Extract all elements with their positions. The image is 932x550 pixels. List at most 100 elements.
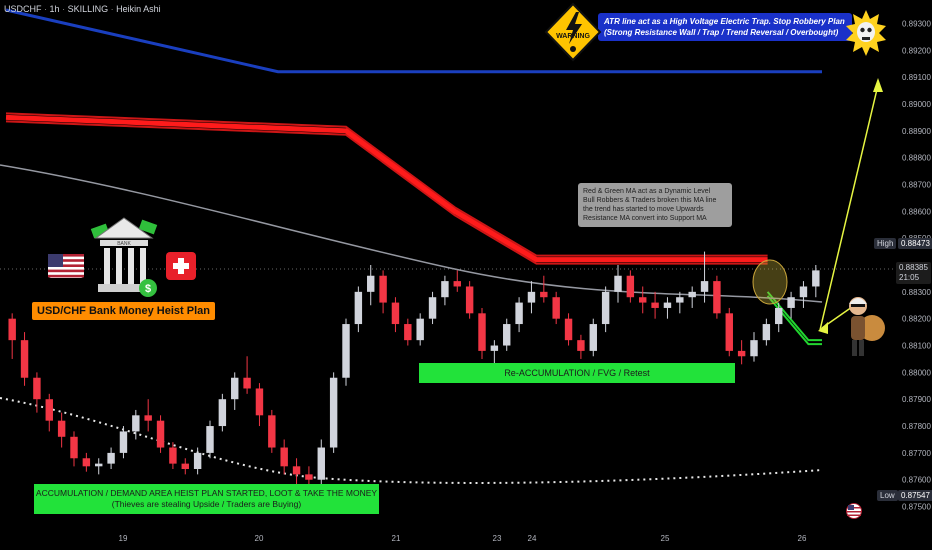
candle-body <box>193 452 202 469</box>
high-tag: High <box>874 238 897 249</box>
candle-body <box>775 307 783 325</box>
candle-body <box>20 340 29 378</box>
accumulation-box: ACCUMULATION / DEMAND AREA HEIST PLAN ST… <box>34 484 379 514</box>
swiss-flag-icon <box>166 252 196 280</box>
price-tick-label: 0.89300 <box>902 19 931 28</box>
candle-body <box>428 297 437 319</box>
candle-body <box>490 345 499 351</box>
price-tick-label: 0.87700 <box>902 449 931 458</box>
symbol-label[interactable]: USDCHF <box>4 4 42 14</box>
candle-body <box>342 324 350 378</box>
candle-body <box>305 474 313 480</box>
candle-body <box>280 447 288 467</box>
candle-body <box>206 426 214 453</box>
price-tick-label: 0.88900 <box>902 127 931 136</box>
candle-body <box>465 286 474 314</box>
candle-body <box>367 275 375 292</box>
candle-body <box>478 313 486 351</box>
price-tick-label: 0.89100 <box>902 73 931 82</box>
interval-label[interactable]: 1h <box>49 4 60 14</box>
price-tick-label: 0.88300 <box>902 288 931 297</box>
price-tick-label: 0.88600 <box>902 207 931 216</box>
price-tick-label: 0.88000 <box>902 368 931 377</box>
up-arrow-line <box>819 84 879 331</box>
candle-body <box>799 286 808 298</box>
candle-body <box>416 318 424 341</box>
time-tick-label: 19 <box>119 534 128 543</box>
indicator-lines <box>0 8 896 484</box>
time-tick-label: 23 <box>493 534 502 543</box>
candle-body <box>33 377 41 400</box>
time-tick-label: 25 <box>661 534 670 543</box>
candle-body <box>329 377 338 448</box>
candle-body <box>82 458 91 467</box>
candle-body <box>70 436 78 459</box>
time-tick-label: 26 <box>798 534 807 543</box>
candle-body <box>354 291 363 325</box>
candle-body <box>639 297 647 303</box>
price-tick-label: 0.88700 <box>902 180 931 189</box>
candle-body <box>552 297 560 319</box>
candle-body <box>268 415 276 448</box>
candle-body <box>564 318 573 341</box>
candle-body <box>144 415 152 421</box>
candle-body <box>453 281 461 287</box>
candle-body <box>750 340 758 357</box>
bank-money-icon: BANK $ <box>90 217 158 297</box>
warning-sign-icon: WARNING <box>544 2 602 62</box>
price-tick-label: 0.89000 <box>902 100 931 109</box>
down-arrow-head <box>818 322 828 334</box>
candle-body <box>700 281 709 292</box>
candle-body <box>379 275 387 303</box>
candle-body <box>688 291 696 298</box>
candle-body <box>503 324 511 346</box>
price-tick-label: 0.87900 <box>902 395 931 404</box>
green-ma-line <box>766 291 822 342</box>
candle-body <box>156 420 165 448</box>
candle-body <box>601 291 610 325</box>
skull-sun-icon <box>846 10 886 56</box>
price-tick-label: 0.87800 <box>902 422 931 431</box>
price-tick-label: 0.87500 <box>902 503 931 512</box>
candle-body <box>651 302 659 308</box>
candle-body <box>8 318 16 341</box>
time-tick-label: 20 <box>255 534 264 543</box>
low-tag: Low <box>877 490 898 501</box>
candlestick-series <box>8 251 820 488</box>
candle-body <box>589 324 597 351</box>
candle-body <box>787 297 795 308</box>
red-ma-line <box>5 112 768 257</box>
atr-note: ATR line act as a High Voltage Electric … <box>598 13 852 41</box>
candle-body <box>577 340 585 351</box>
low-value-tag: 0.87547 <box>898 490 932 501</box>
ma-note: Red & Green MA act as a Dynamic Level Bu… <box>578 183 732 227</box>
thief-icon <box>849 297 885 356</box>
candle-body <box>132 415 140 432</box>
chart-header: USDCHF · 1h · SKILLING · Heikin Ashi <box>4 4 161 14</box>
bank-text: BANK <box>117 241 131 247</box>
candle-body <box>292 466 301 475</box>
price-tick-label: 0.87600 <box>902 476 931 485</box>
us-flag-round-icon <box>846 503 862 519</box>
time-tick-label: 24 <box>528 534 537 543</box>
high-value-tag: 0.88473 <box>898 238 932 249</box>
candle-body <box>181 463 189 469</box>
candle-body <box>713 281 721 314</box>
candle-body <box>527 291 536 303</box>
candle-body <box>243 377 251 389</box>
candle-body <box>169 447 177 464</box>
price-tick-label: 0.88200 <box>902 315 931 324</box>
svg-text:$: $ <box>145 283 151 295</box>
candle-body <box>614 275 622 292</box>
candle-body <box>107 452 115 464</box>
candle-body <box>95 463 103 467</box>
candle-body <box>391 302 400 325</box>
current-price-tag: 0.88385 21:05 <box>896 262 931 284</box>
plan-title: USD/CHF Bank Money Heist Plan <box>32 302 215 320</box>
candle-body <box>231 377 239 400</box>
candle-body <box>737 350 746 357</box>
candle-body <box>441 281 449 298</box>
chart-style-label[interactable]: Heikin Ashi <box>116 4 161 14</box>
